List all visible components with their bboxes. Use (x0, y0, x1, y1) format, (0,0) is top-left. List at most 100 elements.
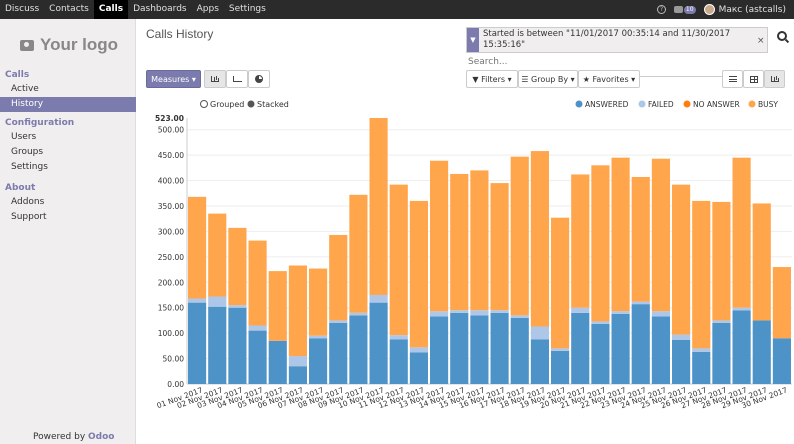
sidebar-item-active[interactable]: Active (11, 84, 39, 94)
page-title: Calls History (146, 27, 214, 41)
bar-answered (309, 338, 328, 384)
bar-busy (591, 165, 610, 322)
bar-answered (349, 315, 368, 384)
bar-busy (430, 160, 449, 312)
y-tick-label: 100.00 (158, 329, 184, 338)
bar-busy (772, 267, 791, 339)
search-icon[interactable] (777, 31, 787, 41)
topnav-item-dashboards[interactable]: Dashboards (133, 4, 187, 14)
bar-failed (651, 311, 670, 317)
measures-button[interactable]: Measures ▾ (146, 70, 201, 88)
search-input[interactable] (468, 57, 758, 67)
bar-chart-button[interactable] (204, 70, 226, 88)
messages-button[interactable]: 10 (673, 5, 696, 14)
topnav-item-calls[interactable]: Calls (93, 0, 129, 19)
topnav-item-settings[interactable]: Settings (228, 4, 266, 14)
bar-failed (329, 320, 348, 323)
sidebar-item-users[interactable]: Users (11, 132, 37, 142)
sidebar-item-settings[interactable]: Settings (11, 162, 48, 172)
bar-busy (611, 157, 630, 312)
favorites-button[interactable]: ★ Favorites ▾ (578, 70, 640, 88)
close-icon[interactable]: × (757, 36, 765, 46)
bar-answered (752, 320, 771, 384)
graph-view-button[interactable] (764, 70, 785, 88)
bar-failed (692, 348, 711, 352)
y-tick-label: 400.00 (158, 177, 184, 186)
graph-icon (770, 76, 779, 82)
sidebar-item-history[interactable]: History (0, 97, 136, 112)
y-tick-label: 250.00 (158, 253, 184, 262)
bar-failed (551, 348, 570, 351)
pivot-icon (749, 75, 758, 83)
bar-failed (309, 335, 328, 339)
main-content: Calls History ▼ Started is between "11/0… (137, 19, 794, 444)
bar-busy (369, 118, 388, 295)
y-tick-label: 450.00 (158, 151, 184, 160)
bar-failed (672, 334, 691, 340)
bar-failed (712, 320, 731, 323)
bar-busy (530, 151, 549, 327)
y-tick-label: 200.00 (158, 278, 184, 287)
bar-busy (248, 240, 267, 326)
bar-answered (651, 316, 670, 384)
pie-chart-button[interactable] (248, 70, 270, 88)
bar-failed (510, 315, 529, 318)
grouped-radio (200, 100, 208, 108)
filters-button[interactable]: ▼ Filters ▾ (466, 70, 518, 88)
bar-failed (591, 321, 610, 324)
list-view-button[interactable] (722, 70, 743, 88)
bar-answered (712, 322, 731, 384)
sidebar-section-configuration: Configuration Users Groups Settings (0, 116, 136, 175)
y-tick-label: 500.00 (158, 126, 184, 135)
bar-failed (450, 310, 469, 313)
calls-bar-chart: 0.00 50.00 100.00 150.00 200.00 250.00 300.00 3… (155, 100, 792, 410)
legend-label: BUSY (758, 100, 778, 109)
logo-text: Your logo (40, 35, 119, 54)
bar-busy (349, 194, 368, 313)
bar-busy (732, 157, 751, 308)
user-name: Макс (astcalls) (718, 4, 786, 15)
bar-answered (430, 316, 449, 384)
bar-answered (591, 323, 610, 384)
bar-answered (672, 339, 691, 384)
sidebar-item-support[interactable]: Support (11, 212, 47, 222)
odoo-link[interactable]: Odoo (88, 432, 115, 442)
search-facet: ▼ Started is between "11/01/2017 00:35:1… (466, 27, 768, 53)
bar-busy (651, 158, 670, 312)
bar-failed (631, 301, 650, 305)
sidebar-item-groups[interactable]: Groups (11, 147, 44, 157)
bar-busy (228, 227, 247, 306)
user-menu[interactable]: Макс (astcalls) (703, 4, 786, 15)
bar-chart-icon (211, 76, 219, 82)
grouped-label: Grouped (210, 100, 244, 109)
bar-answered (228, 307, 247, 384)
bar-answered (409, 352, 428, 384)
group-by-button[interactable]: ☰ Group By ▾ (518, 70, 578, 88)
line-chart-button[interactable] (226, 70, 248, 88)
legend-swatch (748, 100, 756, 108)
topnav-item-discuss[interactable]: Discuss (5, 4, 40, 14)
bar-answered (450, 312, 469, 384)
help-icon[interactable]: ? (656, 5, 666, 14)
bar-answered (188, 302, 207, 384)
legend-swatch (575, 100, 583, 108)
bar-failed (611, 311, 630, 314)
sidebar-item-addons[interactable]: Addons (11, 197, 45, 207)
company-logo[interactable]: Your logo (20, 35, 118, 55)
bar-failed (530, 326, 549, 340)
bar-answered (530, 339, 549, 384)
y-tick-label: 50.00 (163, 355, 185, 364)
bar-failed (188, 298, 207, 303)
bar-failed (409, 347, 428, 353)
bar-busy (631, 176, 650, 302)
bar-busy (470, 170, 489, 311)
powered-by-text: Powered by (33, 432, 89, 442)
y-tick-label: 150.00 (158, 304, 184, 313)
bar-answered (631, 304, 650, 384)
topnav-item-apps[interactable]: Apps (196, 4, 219, 14)
bar-busy (309, 268, 328, 336)
list-icon (728, 76, 737, 82)
topnav-item-contacts[interactable]: Contacts (49, 4, 89, 14)
bar-answered (470, 315, 489, 384)
pivot-view-button[interactable] (743, 70, 764, 88)
